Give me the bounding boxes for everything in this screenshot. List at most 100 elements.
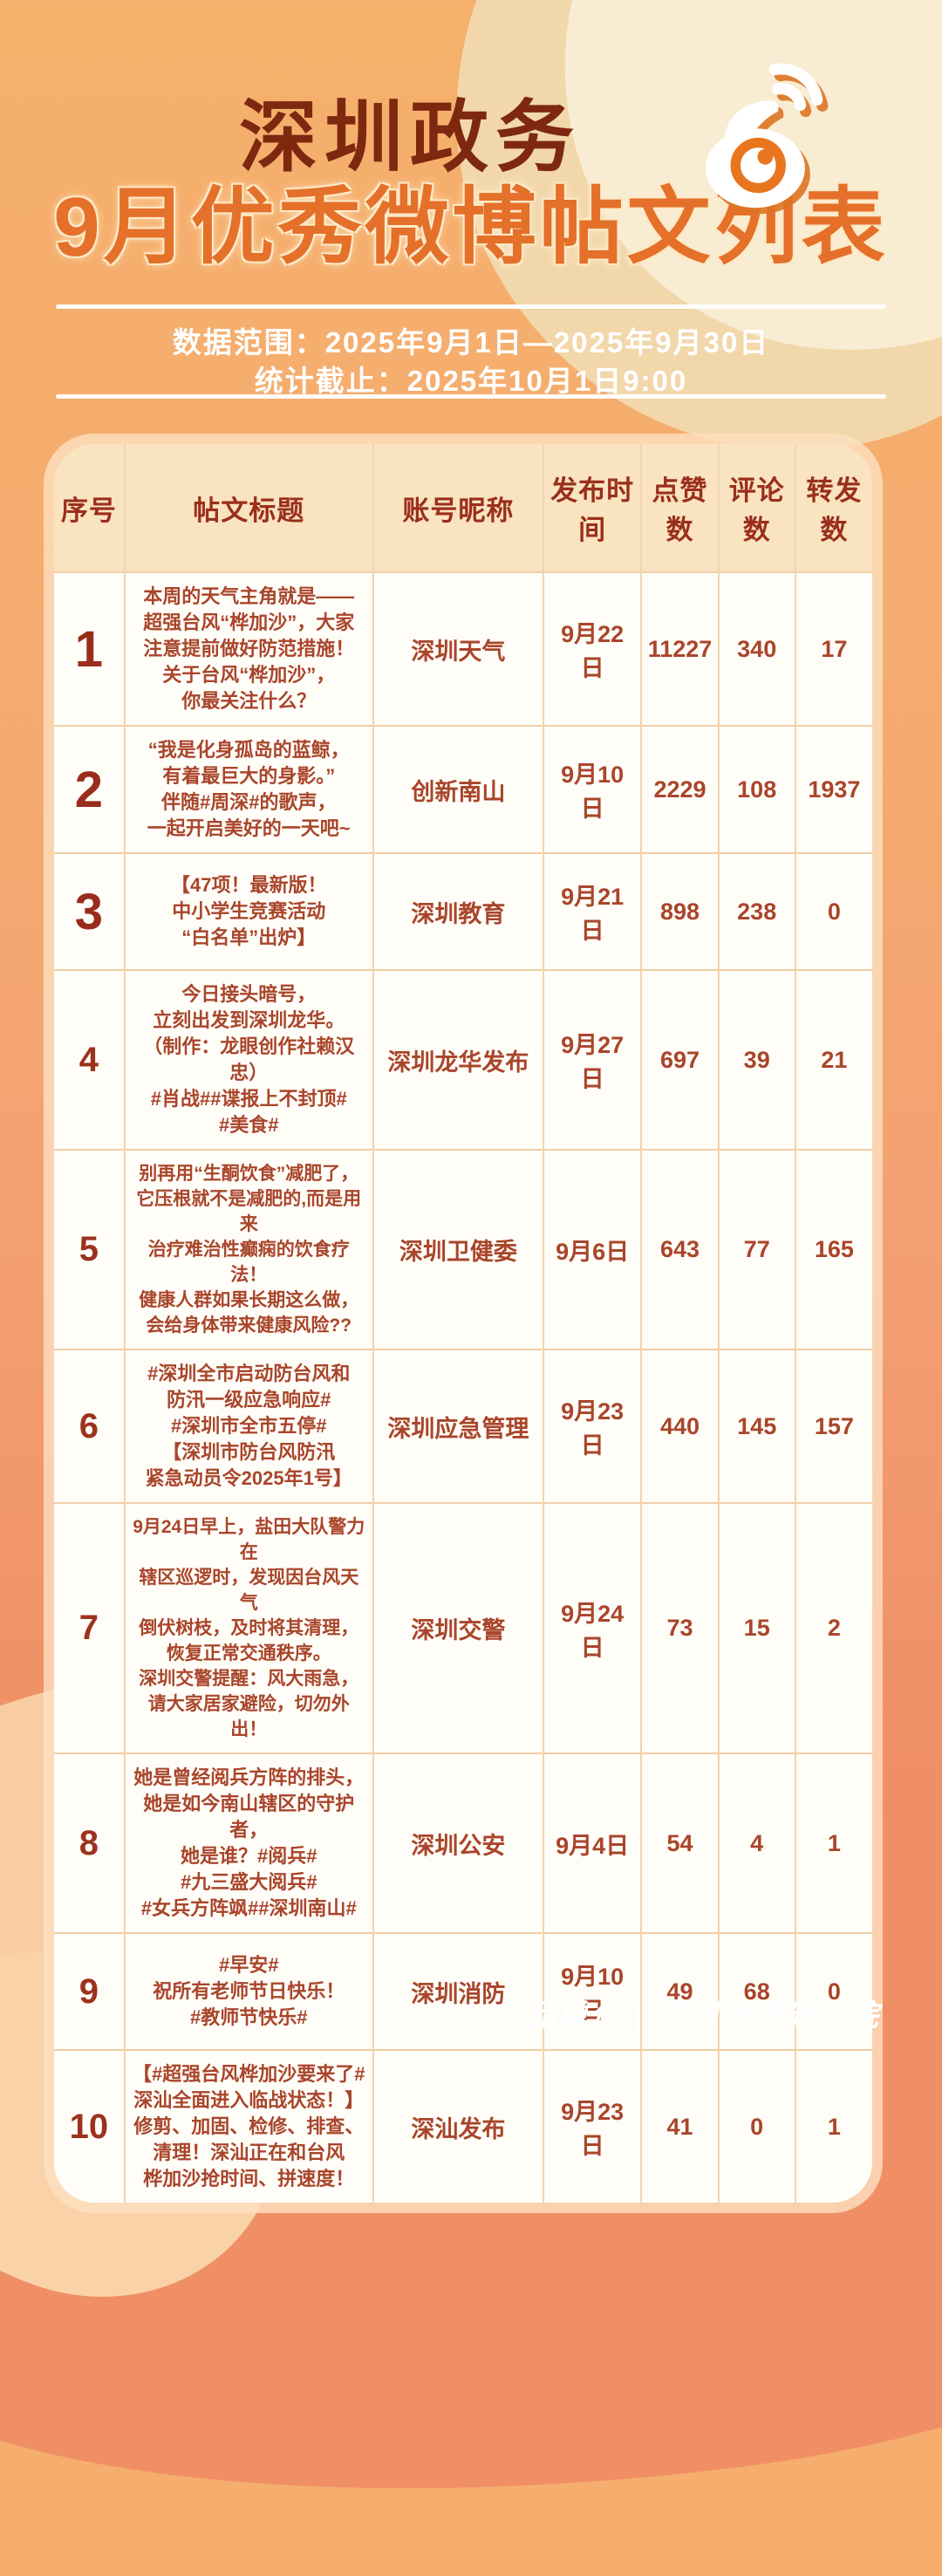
post-title-text: 9月24日早上，盐田大队警力在 辖区巡逻时，发现因台风天气 倒伏树枝，及时将其清…: [133, 1517, 365, 1739]
col-comments: 评论数: [718, 444, 796, 572]
cell-reposts-count: 0: [795, 1932, 872, 2050]
post-title-text: #早安# 祝所有老师节日快乐！ #教师节快乐#: [153, 1954, 345, 2028]
cell-post-title: #早安# 祝所有老师节日快乐！ #教师节快乐#: [124, 1932, 374, 2050]
cell-account-name: 深圳消防: [372, 1932, 544, 2050]
cell-likes-count: 697: [641, 969, 720, 1150]
cell-comments-count: 238: [718, 852, 796, 970]
cell-publish-date: 9月22日: [543, 571, 643, 726]
post-title-text: 别再用“生酮饮食”减肥了， 它压根就不是减肥的,而是用来 治疗难治性癫痫的饮食疗…: [136, 1164, 362, 1336]
cell-account-name: 创新南山: [372, 725, 544, 853]
cell-post-title: 【#超强台风桦加沙要来了# 深汕全面进入临战状态！】 修剪、加固、检修、排查、 …: [124, 2049, 374, 2203]
cell-reposts-count: 17: [795, 571, 872, 726]
cell-account-name: 深圳教育: [372, 852, 544, 970]
cell-account-name: 深圳公安: [372, 1753, 544, 1933]
col-reposts: 转发数: [795, 444, 872, 572]
post-title-text: “我是化身孤岛的蓝鲸， 有着最巨大的身影。” 伴随#周深#的歌声， 一起开启美好…: [147, 739, 351, 839]
cell-likes-count: 643: [641, 1149, 720, 1349]
data-range-text: 数据范围：2025年9月1日—2025年9月30日: [172, 326, 770, 359]
cell-likes-count: 2229: [641, 725, 720, 853]
cell-reposts-count: 1937: [795, 725, 872, 853]
cell-serial: 7: [54, 1502, 126, 1753]
cell-serial: 6: [54, 1349, 126, 1503]
cell-publish-date: 9月27日: [543, 969, 643, 1150]
cell-publish-date: 9月10日: [543, 1932, 643, 2050]
page-title: 深圳政务: [239, 94, 581, 181]
cell-likes-count: 898: [641, 852, 720, 970]
cell-account-name: 深圳交警: [372, 1502, 544, 1753]
weibo-icon: [687, 58, 857, 228]
cell-publish-date: 9月24日: [543, 1502, 643, 1753]
cell-account-name: 深圳龙华发布: [372, 969, 544, 1150]
col-serial: 序号: [54, 444, 126, 572]
cell-likes-count: 54: [641, 1753, 720, 1933]
cell-post-title: 9月24日早上，盐田大队警力在 辖区巡逻时，发现因台风天气 倒伏树枝，及时将其清…: [124, 1502, 374, 1753]
cell-post-title: 今日接头暗号， 立刻出发到深圳龙华。 （制作：龙眼创作社赖汉忠） #肖战##谍报…: [124, 969, 374, 1150]
cell-comments-count: 4: [718, 1753, 796, 1933]
cell-reposts-count: 2: [795, 1502, 872, 1753]
cell-comments-count: 68: [718, 1932, 796, 2050]
cell-publish-date: 9月6日: [543, 1149, 643, 1349]
post-title-text: 【47项！最新版！ 中小学生竞赛活动 “白名单”出炉】: [170, 874, 327, 948]
divider-bottom: [56, 394, 886, 399]
cell-comments-count: 340: [718, 571, 796, 726]
cell-reposts-count: 1: [795, 2049, 872, 2203]
col-date: 发布时间: [543, 444, 643, 572]
cell-comments-count: 77: [718, 1149, 796, 1349]
cell-likes-count: 41: [641, 2049, 720, 2203]
table-row: 7 9月24日早上，盐田大队警力在 辖区巡逻时，发现因台风天气 倒伏树枝，及时将其…: [54, 1502, 872, 1753]
deadline-text: 统计截止：2025年10月1日9:00: [254, 365, 688, 397]
col-likes: 点赞数: [641, 444, 720, 572]
divider-top: [56, 304, 886, 309]
table-row: 4 今日接头暗号， 立刻出发到深圳龙华。 （制作：龙眼创作社赖汉忠） #肖战##谍…: [54, 969, 872, 1150]
cell-serial: 5: [54, 1149, 126, 1349]
cell-post-title: 别再用“生酮饮食”减肥了， 它压根就不是减肥的,而是用来 治疗难治性癫痫的饮食疗…: [124, 1149, 374, 1349]
table-row: 8 她是曾经阅兵方阵的排头， 她是如今南山辖区的守护者， 她是谁？#阅兵# #九三…: [54, 1753, 872, 1933]
table-card: 序号 帖文标题 账号昵称 发布时间 点赞数 评论数 转发数 1 本周的天气主角就是…: [54, 444, 872, 2203]
cell-post-title: “我是化身孤岛的蓝鲸， 有着最巨大的身影。” 伴随#周深#的歌声， 一起开启美好…: [124, 725, 374, 853]
table-row: 3 【47项！最新版！ 中小学生竞赛活动 “白名单”出炉】 深圳教育 9月21日 898…: [54, 852, 872, 970]
cell-comments-count: 39: [718, 969, 796, 1150]
cell-likes-count: 440: [641, 1349, 720, 1503]
cell-reposts-count: 157: [795, 1349, 872, 1503]
table-header-row: 序号 帖文标题 账号昵称 发布时间 点赞数 评论数 转发数: [54, 444, 872, 572]
cell-serial: 2: [54, 725, 126, 853]
table-card-ring: 序号 帖文标题 账号昵称 发布时间 点赞数 评论数 转发数 1 本周的天气主角就是…: [44, 434, 883, 2213]
cell-publish-date: 9月21日: [543, 852, 643, 970]
cell-reposts-count: 0: [795, 852, 872, 970]
cell-post-title: #深圳全市启动防台风和 防汛一级应急响应# #深圳市全市五停# 【深圳市防台风防…: [124, 1349, 374, 1503]
cell-post-title: 她是曾经阅兵方阵的排头， 她是如今南山辖区的守护者， 她是谁？#阅兵# #九三盛…: [124, 1753, 374, 1933]
table-row: 1 本周的天气主角就是—— 超强台风“桦加沙”，大家 注意提前做好防范措施！ 关于…: [54, 571, 872, 726]
cell-reposts-count: 21: [795, 969, 872, 1150]
cell-reposts-count: 165: [795, 1149, 872, 1349]
cell-post-title: 本周的天气主角就是—— 超强台风“桦加沙”，大家 注意提前做好防范措施！ 关于台…: [124, 571, 374, 726]
cell-publish-date: 9月23日: [543, 2049, 643, 2203]
cell-account-name: 深圳应急管理: [372, 1349, 544, 1503]
cell-comments-count: 0: [718, 2049, 796, 2203]
table-row: 10 【#超强台风桦加沙要来了# 深汕全面进入临战状态！】 修剪、加固、检修、排查…: [54, 2049, 872, 2203]
cell-serial: 8: [54, 1753, 126, 1933]
cell-serial: 9: [54, 1932, 126, 2050]
post-title-text: 今日接头暗号， 立刻出发到深圳龙华。 （制作：龙眼创作社赖汉忠） #肖战##谍报…: [143, 983, 355, 1136]
post-title-text: 她是曾经阅兵方阵的排头， 她是如今南山辖区的守护者， 她是谁？#阅兵# #九三盛…: [133, 1766, 365, 1919]
post-title-text: 本周的天气主角就是—— 超强台风“桦加沙”，大家 注意提前做好防范措施！ 关于台…: [143, 585, 355, 712]
cell-serial: 10: [54, 2049, 126, 2203]
cell-comments-count: 108: [718, 725, 796, 853]
posts-table: 序号 帖文标题 账号昵称 发布时间 点赞数 评论数 转发数 1 本周的天气主角就是…: [54, 444, 872, 2203]
cell-serial: 3: [54, 852, 126, 970]
post-title-text: #深圳全市启动防台风和 防汛一级应急响应# #深圳市全市五停# 【深圳市防台风防…: [145, 1363, 352, 1489]
post-title-text: 【#超强台风桦加沙要来了# 深汕全面进入临战状态！】 修剪、加固、检修、排查、 …: [132, 2063, 365, 2190]
cell-likes-count: 73: [641, 1502, 720, 1753]
cell-comments-count: 145: [718, 1349, 796, 1503]
col-account: 账号昵称: [372, 444, 544, 572]
table-row: 6 #深圳全市启动防台风和 防汛一级应急响应# #深圳市全市五停# 【深圳市防台风…: [54, 1349, 872, 1503]
cell-comments-count: 15: [718, 1502, 796, 1753]
table-row: 5 别再用“生酮饮食”减肥了， 它压根就不是减肥的,而是用来 治疗难治性癫痫的饮食…: [54, 1149, 872, 1349]
cell-likes-count: 49: [641, 1932, 720, 2050]
cell-account-name: 深圳卫健委: [372, 1149, 544, 1349]
table-row: 2 “我是化身孤岛的蓝鲸， 有着最巨大的身影。” 伴随#周深#的歌声， 一起开启美…: [54, 725, 872, 853]
col-title: 帖文标题: [124, 444, 374, 572]
cell-publish-date: 9月10日: [543, 725, 643, 853]
cell-publish-date: 9月23日: [543, 1349, 643, 1503]
cell-account-name: 深汕发布: [372, 2049, 544, 2203]
credit-text: 出品单位 | 深圳舆情研究院: [493, 1999, 881, 2033]
